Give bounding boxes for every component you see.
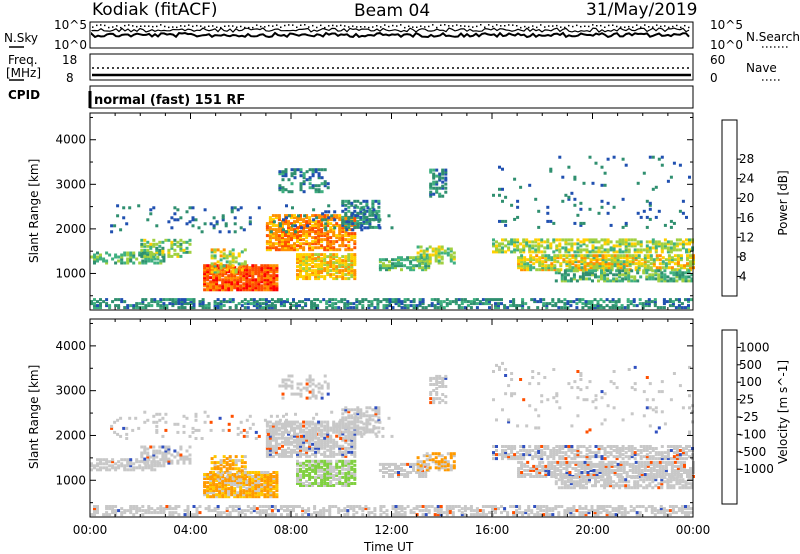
velocity-colorbar-tick: 1000 <box>739 340 770 354</box>
xtick-label: 12:00 <box>374 523 409 537</box>
cpid-text: normal (fast) 151 RF <box>94 93 246 108</box>
velocity-colorbar-tick: 25 <box>739 393 754 407</box>
power-ytick-label: 1000 <box>55 266 86 280</box>
power-colorbar-tick: 20 <box>739 191 754 205</box>
nsky-tick-bottom: 10^0 <box>54 38 87 52</box>
velocity-ytick-label: 1000 <box>55 473 86 487</box>
nsky-tick-top: 10^5 <box>54 18 87 32</box>
freq-label: Freq. <box>8 53 38 67</box>
power-ytick-label: 2000 <box>55 222 86 236</box>
nave-label: Nave <box>746 61 777 75</box>
nsearch-label: N.Search <box>746 30 800 44</box>
power-ytick-label: 3000 <box>55 177 86 191</box>
velocity-colorbar-tick: -100 <box>739 427 766 441</box>
time-axis-label: Time UT <box>364 540 414 554</box>
power-ylabel: Slant Range [km] <box>27 158 41 263</box>
velocity-colorbar-tick: -25 <box>739 410 759 424</box>
axes-layer: 1000 2000 3000 4000 1000 2000 3000 4000 00:00 04:… <box>55 112 774 537</box>
velocity-ytick-label: 4000 <box>55 339 86 353</box>
freq-tick-top: 18 <box>62 53 78 67</box>
velocity-ylabel: Slant Range [km] <box>27 364 41 469</box>
xtick-label: 00:00 <box>676 523 711 537</box>
velocity-panel <box>90 319 695 517</box>
date-title: 31/May/2019 <box>586 0 698 20</box>
power-colorbar-tick: 8 <box>739 250 747 264</box>
power-colorbar-tick: 28 <box>739 152 754 166</box>
velocity-colorbar-tick: 100 <box>739 375 762 389</box>
power-panel <box>90 113 695 310</box>
velocity-colorbar-label: Velocity [m s^-1] <box>776 359 790 465</box>
velocity-colorbar-tick: -1000 <box>739 462 774 476</box>
power-colorbar-tick: 16 <box>739 211 754 225</box>
xtick-label: 20:00 <box>575 523 610 537</box>
nave-tick-bottom: 0 <box>710 71 718 85</box>
nsky-label: N.Sky <box>4 31 39 45</box>
xtick-label: 08:00 <box>274 523 309 537</box>
noise-trace <box>91 24 690 39</box>
nsearch-tick-top: 10^5 <box>710 18 743 32</box>
beam-title: Beam 04 <box>354 1 431 21</box>
station-title: Kodiak (fitACF) <box>92 0 218 20</box>
nave-tick-top: 60 <box>710 53 726 67</box>
nsearch-tick-bottom: 10^0 <box>710 38 743 52</box>
xtick-label: 04:00 <box>173 523 208 537</box>
xtick-label: 00:00 <box>73 523 108 537</box>
freq-tick-bottom: 8 <box>66 71 74 85</box>
velocity-colorbar-tick: 500 <box>739 358 762 372</box>
power-colorbar-tick: 12 <box>739 230 754 244</box>
velocity-colorbar-tick: -500 <box>739 445 766 459</box>
power-colorbar-tick: 24 <box>739 172 754 186</box>
cpid-label: CPID <box>8 88 41 102</box>
velocity-ytick-label: 2000 <box>55 428 86 442</box>
freq-unit-label: [MHz] <box>6 66 42 80</box>
power-colorbar-tick: 4 <box>739 269 747 283</box>
xtick-label: 16:00 <box>475 523 510 537</box>
power-colorbar-label: Power [dB] <box>776 170 790 236</box>
velocity-ytick-label: 3000 <box>55 384 86 398</box>
power-ytick-label: 4000 <box>55 133 86 147</box>
